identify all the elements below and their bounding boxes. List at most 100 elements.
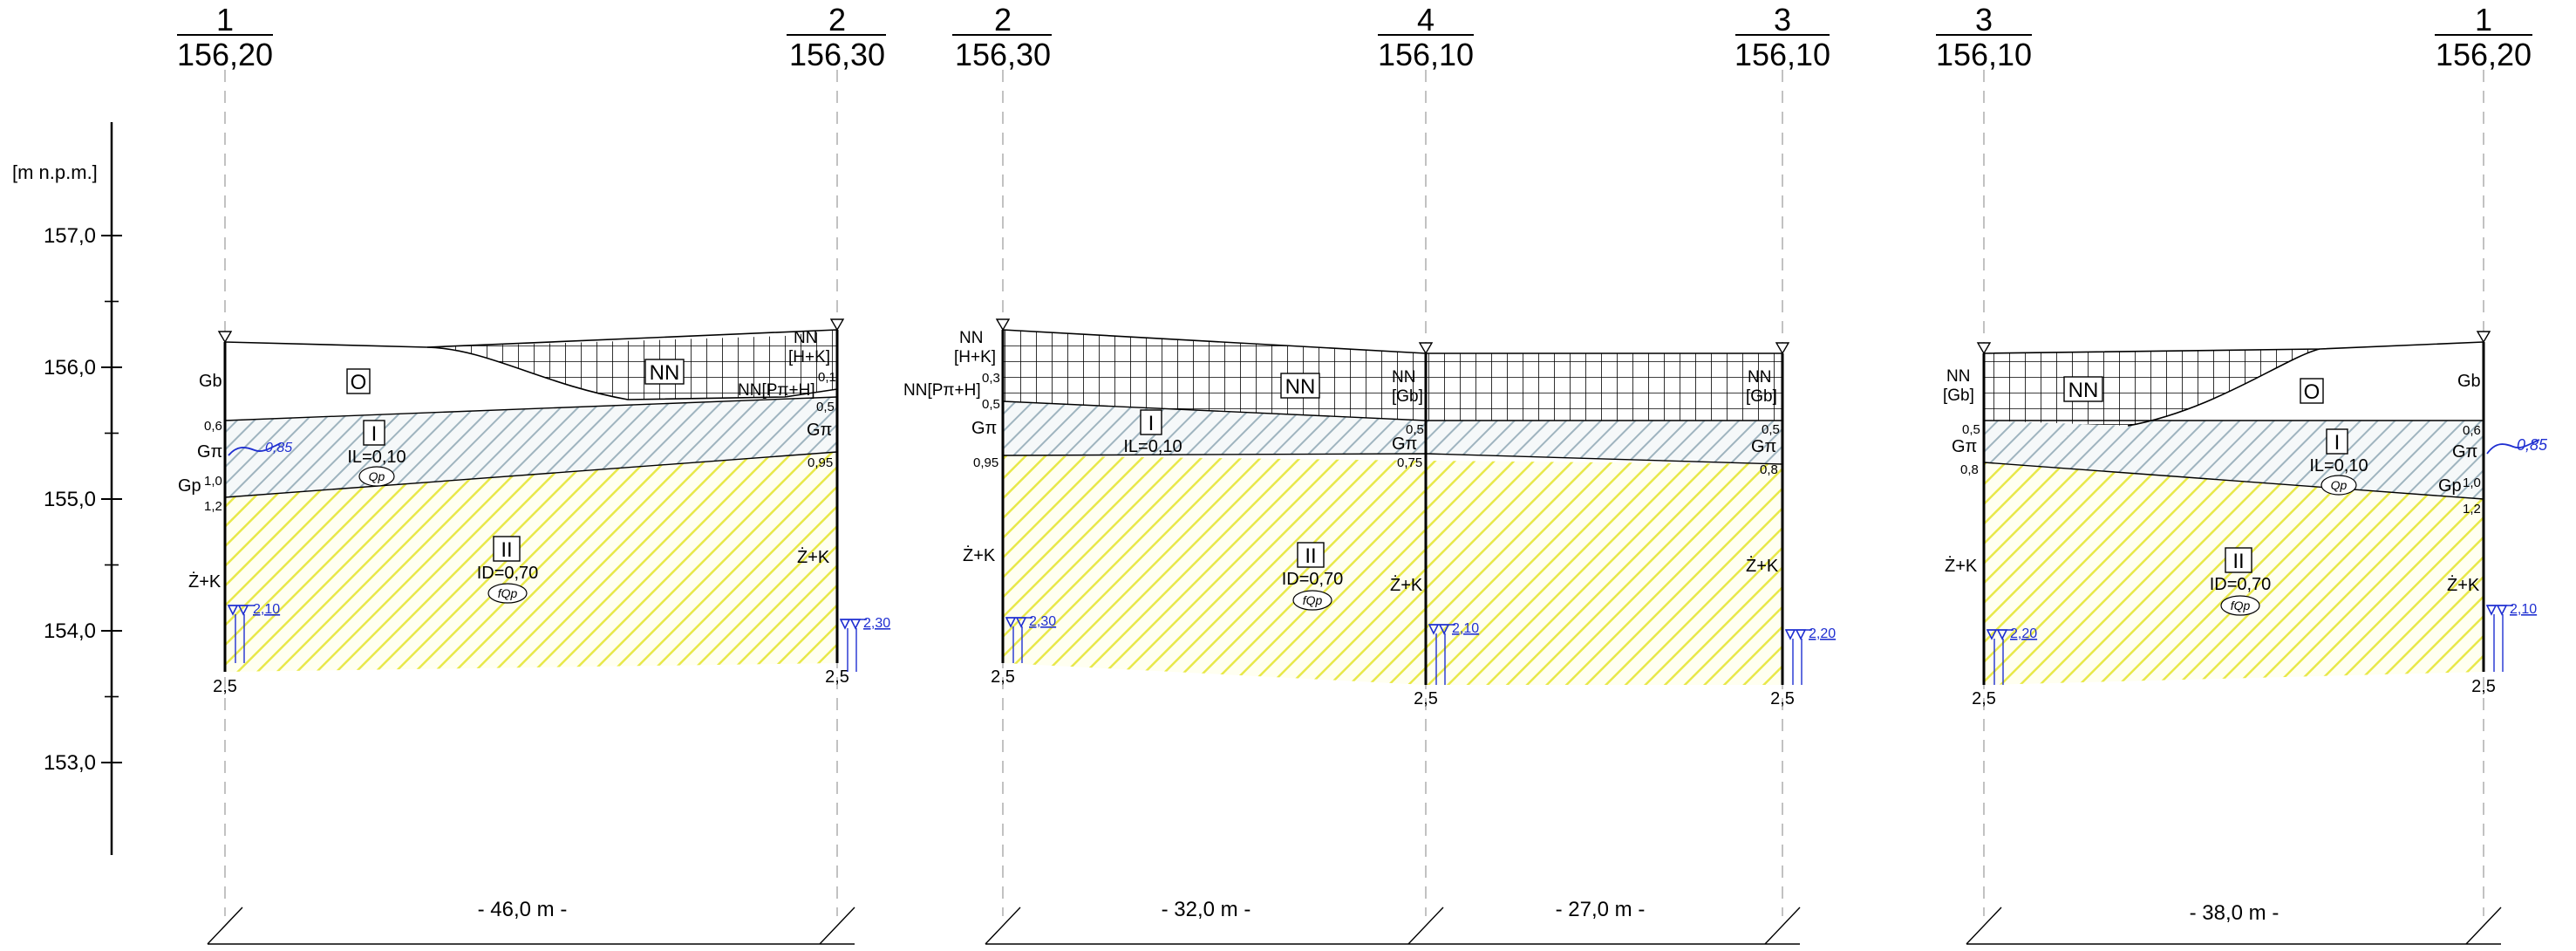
ground-marker <box>217 331 233 344</box>
layer-label-NN: NN <box>1392 368 1415 387</box>
borehole-depth-label: 2,5 <box>1414 689 1438 708</box>
stratum-I-genesis-ellipse <box>2320 475 2357 496</box>
layer-label-Gb: [Gb] <box>1943 387 1974 405</box>
depth-label-0-5: 0,5 <box>816 400 835 414</box>
water-found-level: 2,10 <box>253 602 280 617</box>
stratum-II-sand <box>1984 462 2484 685</box>
depth-label-0-5: 0,5 <box>1962 422 1980 437</box>
distance-label: - 32,0 m - <box>1162 898 1251 921</box>
section-1: O NN I IL=0,10 Qp II ID=0,70 fQp 1 156,2… <box>177 2 890 945</box>
stratum-I-param: IL=0,10 <box>1123 437 1182 456</box>
ground-marker <box>829 318 845 332</box>
stratum-I-genesis-ellipse <box>358 466 395 487</box>
water-steady-symbol <box>228 442 282 456</box>
depth-label-1-2: 1,2 <box>204 499 222 514</box>
layer-label-Gpi: Gπ <box>197 442 222 462</box>
layer-label-Gpi: Gπ <box>807 421 832 440</box>
stratum-II-box <box>2225 547 2252 573</box>
borehole-elevation: 156,10 <box>1378 37 1474 72</box>
layer-label-NN-PpiH: NN[Pπ+H] <box>903 381 981 400</box>
borehole-elevation: 156,30 <box>789 37 885 72</box>
stratum-II-label: II <box>501 538 512 562</box>
water-found-symbol <box>2485 605 2508 616</box>
borehole-number: 1 <box>216 2 234 38</box>
stratum-II-label: II <box>2232 550 2244 573</box>
stratum-NN-label: NN <box>650 361 680 385</box>
layer-label-HK: [H+K] <box>788 348 830 366</box>
layer-label-ZK: Ż+K <box>963 545 996 565</box>
layer-label-Gb: [Gb] <box>1746 387 1777 406</box>
ground-marker <box>995 318 1011 332</box>
borehole-depth-label: 2,5 <box>825 667 849 687</box>
borehole-number: 1 <box>2475 2 2492 38</box>
layer-label-NN: NN <box>1748 368 1771 387</box>
stratum-I-label: I <box>1148 412 1155 435</box>
water-steady-symbol <box>2486 439 2540 455</box>
depth-label-0-3: 0,3 <box>982 371 1000 386</box>
stratum-I-box <box>1140 409 1162 435</box>
stratum-I-box <box>363 420 385 446</box>
stratum-NN-box <box>2063 376 2103 402</box>
water-steady-level: 0,85 <box>265 441 292 455</box>
depth-label-0-5: 0,5 <box>1406 422 1424 437</box>
stratum-O-label: O <box>351 371 367 394</box>
borehole-2: 2 156,30 2,5 NN [H+K] 0,3 NN[Pπ+H] 0,5 G… <box>903 2 1056 916</box>
stratum-II-sand <box>1003 455 1782 685</box>
stratum-O-box <box>2300 378 2324 404</box>
layer-label-NN: NN <box>959 329 983 347</box>
stratum-II-genesis-ellipse <box>487 583 528 604</box>
borehole-4: 4 156,10 2,5 NN [Gb] 0,5 Gπ 0,75 Ż+K 2,1… <box>1378 2 1479 916</box>
water-found-level: 2,10 <box>1452 621 1479 636</box>
borehole-3: 3 156,10 2,5 NN [Gb] 0,5 Gπ 0,8 Ż+K 2,20 <box>1936 2 2037 916</box>
stratum-NN-fill <box>1003 330 1782 421</box>
borehole-depth-label: 2,5 <box>991 667 1015 687</box>
water-found-level: 2,30 <box>863 616 890 631</box>
scale-ticks: 157,0 156,0 155,0 154,0 153,0 <box>44 224 122 775</box>
depth-label-0-1: 0,1 <box>818 370 836 385</box>
borehole-3: 3 156,10 2,5 NN [Gb] 0,5 Gπ 0,8 Ż+K 2,20 <box>1734 2 1836 916</box>
stratum-NN-fill <box>1984 349 2320 426</box>
scale-tick-label: 156,0 <box>44 356 96 380</box>
scale-unit: [m n.p.m.] <box>12 161 98 183</box>
boundary-top-II <box>224 451 838 498</box>
depth-label-0-6: 0,6 <box>2463 423 2481 438</box>
stratum-NN-label: NN <box>1285 375 1316 399</box>
ground-marker <box>1976 342 1992 355</box>
stratum-I-genesis: Qp <box>369 469 385 483</box>
elevation-scale: [m n.p.m.] 157,0 156,0 155,0 154,0 153,0 <box>12 122 122 855</box>
borehole-elevation: 156,30 <box>955 37 1051 72</box>
borehole-1: 1 156,20 2,5 Gb 0,6 Gπ 1,0 Gp 1,2 Ż+K 0,… <box>2435 2 2548 916</box>
scale-tick-label: 155,0 <box>44 488 96 511</box>
layer-label-NN: NN <box>794 329 817 347</box>
stratum-II-param: ID=0,70 <box>2210 575 2272 594</box>
borehole-1: 1 156,20 2,5 Gb 0,6 Gπ 1,0 Gp 1,2 Ż+K 0,… <box>177 2 292 916</box>
borehole-depth-label: 2,5 <box>2471 677 2496 696</box>
stratum-II-genesis: fQp <box>498 586 518 600</box>
depth-label-0-95: 0,95 <box>973 455 998 470</box>
stratum-I-clay <box>1003 401 1782 464</box>
layer-label-ZK: Ż+K <box>1945 556 1978 576</box>
borehole-elevation: 156,10 <box>1734 37 1830 72</box>
distance-label: - 27,0 m - <box>1556 898 1646 921</box>
water-found-level: 2,30 <box>1029 614 1056 629</box>
depth-label-0-75: 0,75 <box>1397 455 1422 470</box>
layer-label-Gp: Gp <box>2438 476 2462 496</box>
depth-label-0-5: 0,5 <box>1762 422 1780 437</box>
stratum-NN-fill <box>427 330 837 400</box>
scale-tick-label: 154,0 <box>44 619 96 643</box>
layer-label-NN-PpiH: NN[Pπ+H] <box>738 381 815 400</box>
boundary-nn <box>426 346 838 400</box>
stratum-I-param: IL=0,10 <box>347 448 405 467</box>
distance-dimension: - 38,0 m - <box>1966 901 2502 945</box>
ground-marker <box>1775 342 1790 355</box>
depth-label-1-0: 1,0 <box>204 474 222 489</box>
layer-label-HK: [H+K] <box>954 348 996 366</box>
ground-marker <box>1418 342 1434 355</box>
borehole-depth-label: 2,5 <box>1770 689 1795 708</box>
stratum-II-box <box>493 536 521 562</box>
distance-dimension: - 46,0 m - <box>207 898 855 945</box>
layer-label-Gb: [Gb] <box>1392 387 1423 406</box>
stratum-II-genesis-ellipse <box>1292 590 1332 611</box>
stratum-II-box <box>1297 542 1325 568</box>
